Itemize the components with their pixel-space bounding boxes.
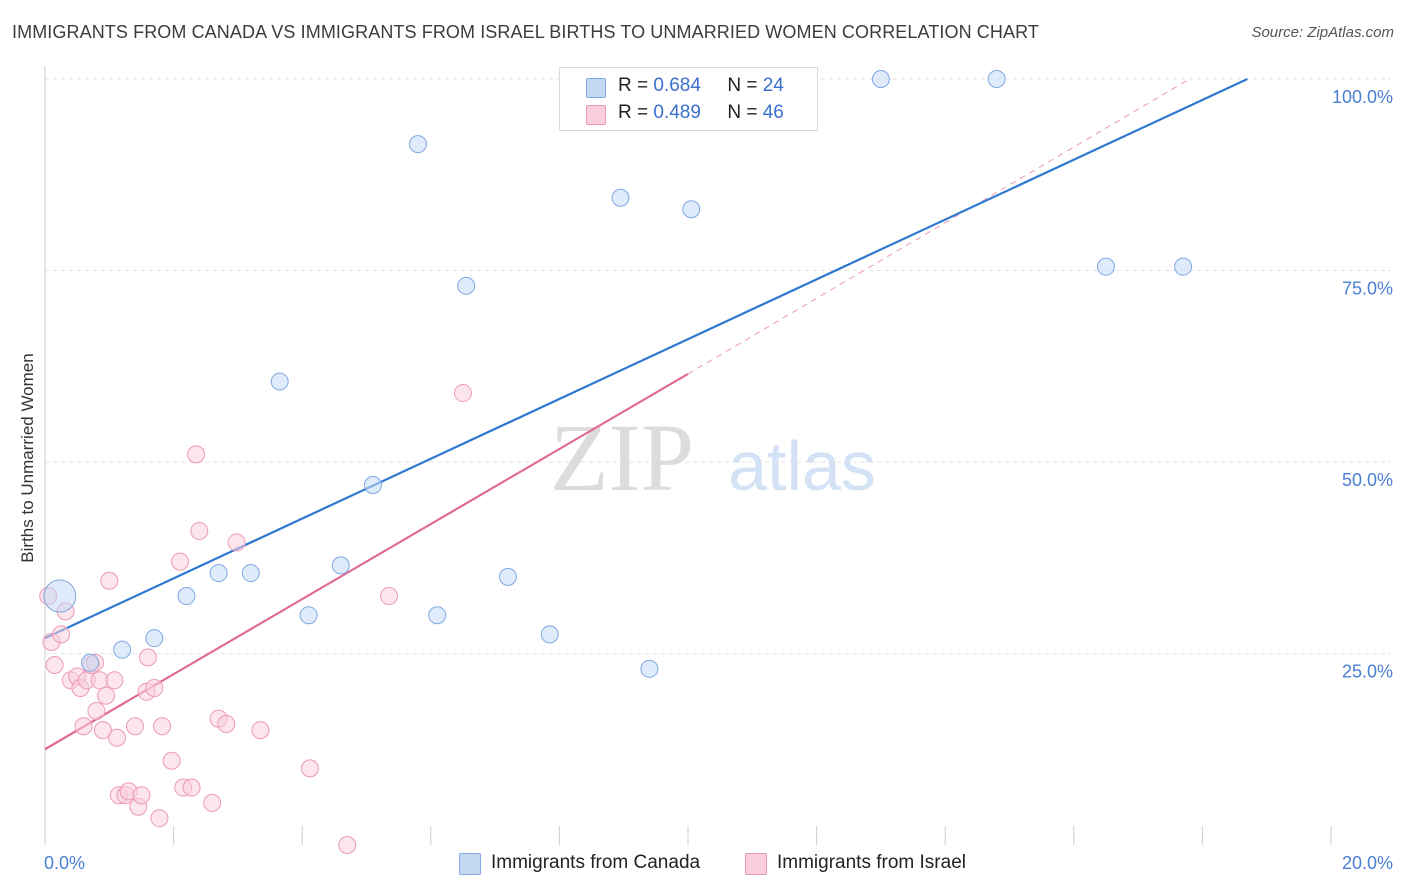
point-canada: [241, 564, 260, 583]
point-israel: [171, 552, 190, 571]
point-canada: [331, 556, 350, 575]
point-canada: [457, 276, 476, 295]
legend-swatch-israel: [586, 105, 606, 125]
point-canada: [611, 188, 630, 207]
point-israel: [45, 655, 64, 674]
point-canada: [498, 567, 517, 586]
source-credit: Source: ZipAtlas.com: [1251, 24, 1394, 41]
point-canada: [43, 579, 77, 613]
point-canada: [1174, 257, 1193, 276]
point-israel: [380, 587, 399, 606]
point-israel: [187, 445, 206, 464]
legend-r-label: R =: [618, 75, 654, 96]
legend-swatch-canada: [586, 78, 606, 98]
bottom-legend-swatch-israel: [745, 853, 767, 875]
point-canada: [209, 564, 228, 583]
point-canada: [363, 475, 382, 494]
point-canada: [177, 587, 196, 606]
chart-title: IMMIGRANTS FROM CANADA VS IMMIGRANTS FRO…: [12, 22, 1039, 42]
point-israel: [153, 717, 172, 736]
y-tick-label: 50.0%: [1342, 470, 1393, 490]
point-israel: [203, 793, 222, 812]
legend-n-value-canada: 24: [762, 75, 784, 96]
points-layer: [39, 70, 1193, 854]
point-israel: [338, 836, 357, 854]
legend-n-label: N =: [727, 102, 763, 123]
point-israel: [182, 778, 201, 797]
point-israel: [145, 678, 164, 697]
point-canada: [408, 135, 427, 154]
point-israel: [52, 625, 71, 644]
bottom-legend-label-israel: Immigrants from Israel: [777, 852, 966, 873]
point-israel: [97, 686, 116, 705]
point-canada: [1096, 257, 1115, 276]
point-israel: [138, 648, 157, 667]
point-canada: [81, 653, 100, 672]
point-israel: [100, 571, 119, 590]
point-israel: [300, 759, 319, 778]
point-israel: [190, 521, 209, 540]
point-canada: [299, 606, 318, 625]
y-tick-label: 75.0%: [1342, 279, 1393, 299]
point-israel: [105, 671, 124, 690]
point-israel: [132, 786, 151, 805]
point-israel: [150, 809, 169, 828]
point-israel: [251, 721, 270, 740]
y-tick-label: 25.0%: [1342, 662, 1393, 682]
point-canada: [540, 625, 559, 644]
legend-n-value-israel: 46: [762, 102, 784, 123]
point-israel: [108, 728, 127, 747]
point-israel: [227, 533, 246, 552]
legend-n-label: N =: [727, 75, 763, 96]
point-israel: [453, 384, 472, 403]
correlation-legend: R = 0.684 N = 24 R = 0.489 N = 46: [559, 67, 818, 131]
point-canada: [428, 606, 447, 625]
watermark-atlas: atlas: [728, 427, 876, 505]
point-canada: [987, 70, 1006, 88]
trend-line-canada: [44, 78, 1248, 640]
x-tick-label-min: 0.0%: [44, 853, 85, 873]
point-israel: [93, 721, 112, 740]
point-canada: [682, 200, 701, 219]
tick-labels: 100.0% 75.0% 50.0% 25.0% 0.0% 20.0%: [44, 87, 1393, 873]
point-canada: [871, 70, 890, 88]
x-tick-label-max: 20.0%: [1342, 853, 1393, 873]
bottom-legend-label-canada: Immigrants from Canada: [491, 852, 701, 873]
legend-r-value-canada: 0.684: [653, 75, 701, 96]
bottom-legend-swatch-canada: [459, 853, 481, 875]
legend-r-label: R =: [618, 102, 654, 123]
point-israel: [217, 714, 236, 733]
point-israel: [87, 701, 106, 720]
point-canada: [145, 629, 164, 648]
point-canada: [270, 372, 289, 391]
y-tick-label: 100.0%: [1332, 87, 1393, 107]
watermark-zip: ZIP: [550, 404, 694, 511]
legend-r-value-israel: 0.489: [653, 102, 701, 123]
axis-layer: [44, 66, 1332, 845]
point-canada: [640, 659, 659, 678]
point-canada: [113, 640, 132, 659]
watermark: ZIP atlas: [550, 404, 876, 511]
point-israel: [162, 751, 181, 770]
point-israel: [126, 717, 145, 736]
point-israel: [74, 717, 93, 736]
trend-extension-israel: [687, 78, 1190, 375]
